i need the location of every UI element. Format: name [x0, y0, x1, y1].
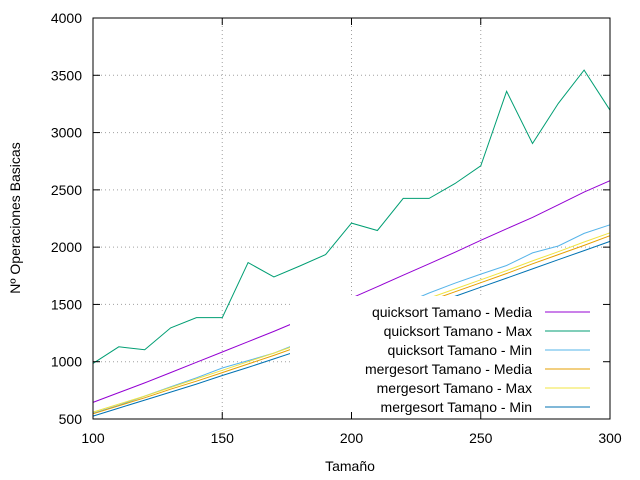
y-tick-label: 1500: [51, 296, 82, 312]
grid: [93, 18, 610, 419]
y-tick-label: 2500: [51, 182, 82, 198]
y-tick-label: 3500: [51, 67, 82, 83]
x-tick-label: 300: [598, 430, 622, 446]
legend-label: quicksort Tamano - Max: [384, 323, 532, 339]
legend-label: quicksort Tamano - Media: [372, 304, 532, 320]
legend-label: mergesort Tamano - Max: [377, 380, 532, 396]
y-axis-title: Nº Operaciones Basicas: [7, 142, 23, 293]
legend-background: [290, 296, 608, 418]
series-line-quicksort-tamano-max: [92, 69, 611, 364]
y-tick-label: 3000: [51, 125, 82, 141]
legend-label: mergesort Tamano - Min: [381, 399, 532, 415]
y-tick-label: 2000: [51, 239, 82, 255]
x-tick-label: 150: [211, 430, 235, 446]
y-tick-label: 4000: [51, 10, 82, 26]
x-tick-label: 100: [81, 430, 105, 446]
axis-ticks: 500 1000 1500 2000 2500 3000 3500 4000 100 150 200…: [51, 10, 622, 446]
x-tick-label: 200: [340, 430, 364, 446]
x-axis-title: Tamaño: [325, 458, 375, 474]
legend-label: quicksort Tamano - Min: [388, 342, 532, 358]
y-tick-label: 1000: [51, 354, 82, 370]
legend: quicksort Tamano - Media quicksort Tamano…: [290, 296, 608, 418]
legend-label: mergesort Tamano - Media: [365, 361, 532, 377]
y-tick-label: 500: [59, 411, 83, 427]
x-tick-label: 250: [469, 430, 493, 446]
